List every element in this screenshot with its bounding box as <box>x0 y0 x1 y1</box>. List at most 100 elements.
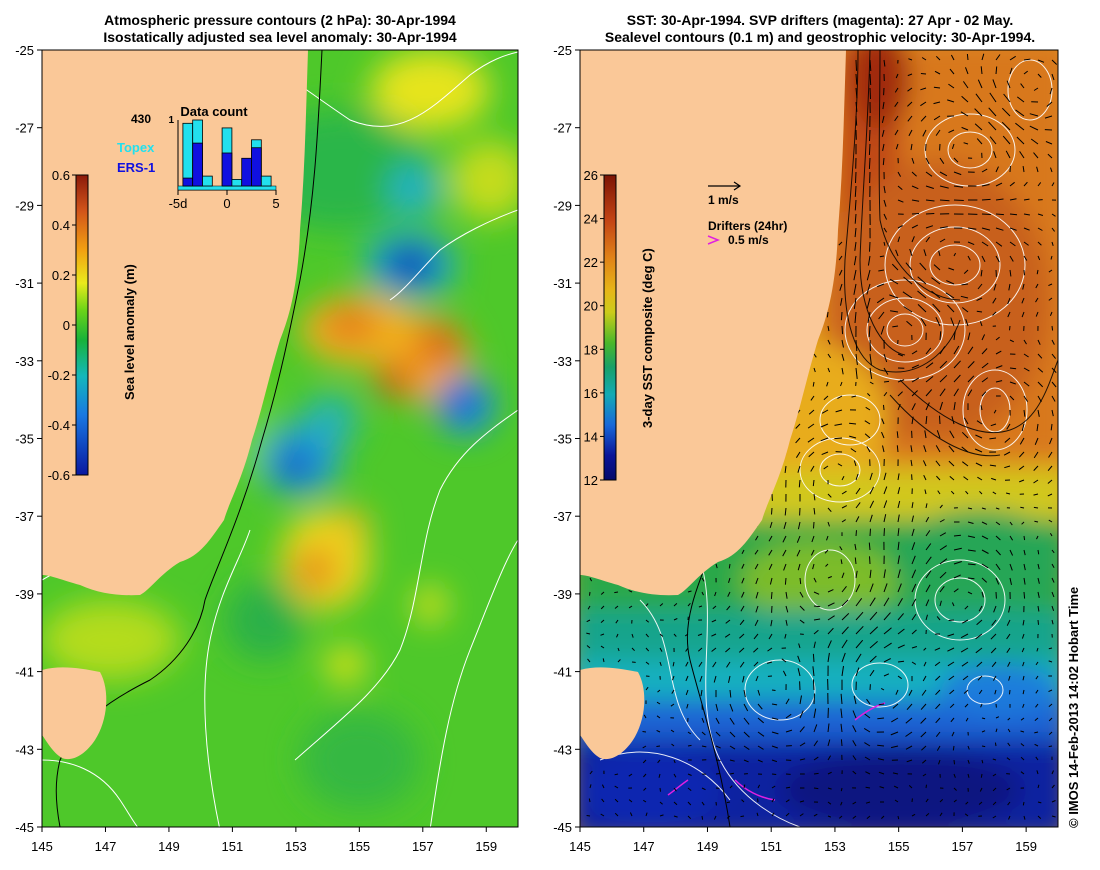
right-lat-label: -25 <box>553 43 572 58</box>
velocity-vector <box>925 530 931 537</box>
velocity-vector <box>600 619 605 623</box>
velocity-vector <box>854 213 857 224</box>
velocity-vector <box>911 185 919 190</box>
velocity-vector <box>953 374 961 383</box>
velocity-vector <box>1048 660 1053 663</box>
velocity-vector <box>974 123 983 131</box>
geostrophic-velocity-vectors <box>586 53 1058 820</box>
velocity-vector <box>925 784 927 789</box>
velocity-vector <box>807 423 815 429</box>
velocity-vector <box>1021 423 1025 432</box>
velocity-vector <box>1009 227 1017 231</box>
velocity-vector <box>827 627 834 635</box>
left-map-axes: -25 -27 -29 -31 -33 -35 -37 -39 -41 -43 -45 145 147 1… <box>15 43 497 854</box>
velocity-vector <box>897 225 903 229</box>
velocity-vector <box>949 476 955 481</box>
velocity-vector <box>905 731 913 737</box>
velocity-vector <box>883 597 890 607</box>
velocity-vector <box>768 549 773 556</box>
velocity-vector <box>670 703 675 707</box>
velocity-vector <box>925 389 933 397</box>
velocity-vector <box>935 316 941 327</box>
velocity-vector <box>963 142 969 145</box>
velocity-vector <box>1020 717 1025 721</box>
velocity-vector <box>1023 339 1027 345</box>
left-lat-label: -45 <box>15 820 34 835</box>
velocity-vector <box>784 507 787 516</box>
velocity-vector <box>1048 297 1053 301</box>
velocity-vector <box>868 325 871 338</box>
velocity-vector <box>827 771 832 775</box>
velocity-vector <box>1020 771 1025 775</box>
velocity-vector <box>975 633 983 640</box>
velocity-vector <box>771 731 779 735</box>
velocity-vector <box>960 633 969 639</box>
velocity-vector <box>923 445 927 453</box>
right-lat-label: -41 <box>553 665 572 680</box>
velocity-vector <box>992 311 997 316</box>
velocity-vector <box>897 391 903 397</box>
velocity-vector <box>1050 423 1053 431</box>
velocity-vector <box>614 812 619 817</box>
left-lon-label: 153 <box>285 839 307 854</box>
velocity-vector <box>754 549 759 555</box>
velocity-vector <box>1037 784 1040 789</box>
velocity-vector <box>1036 535 1039 540</box>
velocity-vector <box>894 115 899 122</box>
velocity-vector <box>1007 742 1011 747</box>
velocity-vector <box>1051 73 1055 81</box>
velocity-vector <box>869 87 871 100</box>
velocity-vector <box>866 269 871 281</box>
velocity-vector <box>925 584 931 593</box>
velocity-vector <box>659 647 663 652</box>
velocity-vector <box>827 615 835 621</box>
right-lon-label: 151 <box>760 839 782 854</box>
right-title-line1: SST: 30-Apr-1994. SVP drifters (magenta)… <box>626 12 1014 28</box>
velocity-vector <box>852 755 857 761</box>
velocity-vector <box>841 572 845 579</box>
velocity-vector <box>586 619 591 623</box>
velocity-vector <box>686 703 689 709</box>
velocity-vector <box>1023 367 1030 372</box>
velocity-vector <box>867 393 871 397</box>
velocity-vector <box>813 591 820 595</box>
velocity-vector <box>1051 563 1055 569</box>
velocity-vector <box>992 675 997 681</box>
velocity-vector <box>1020 730 1025 733</box>
velocity-vector <box>967 361 975 369</box>
velocity-vector <box>628 605 633 609</box>
velocity-vector <box>897 473 900 481</box>
velocity-vector <box>925 402 930 411</box>
velocity-vector <box>767 647 773 652</box>
velocity-vector <box>820 423 829 428</box>
velocity-vector <box>1051 605 1055 611</box>
velocity-vector <box>933 86 941 89</box>
velocity-vector <box>1022 703 1025 708</box>
velocity-vector <box>1033 479 1039 484</box>
velocity-vector <box>925 236 931 243</box>
velocity-vector <box>826 381 829 387</box>
velocity-vector <box>587 658 591 663</box>
velocity-vector <box>953 388 959 397</box>
velocity-vector <box>891 263 899 271</box>
velocity-vector <box>911 377 920 383</box>
velocity-vector <box>907 115 913 122</box>
velocity-vector <box>741 549 745 555</box>
velocity-vector <box>920 717 927 724</box>
velocity-vector <box>799 619 805 624</box>
velocity-vector <box>1051 770 1054 775</box>
velocity-vector <box>946 280 955 285</box>
velocity-vector <box>1047 153 1053 159</box>
velocity-vector <box>937 490 941 495</box>
velocity-vector <box>849 435 857 439</box>
velocity-vector <box>993 605 997 613</box>
velocity-vector <box>936 616 941 621</box>
velocity-vector <box>656 745 661 747</box>
velocity-vector <box>852 801 857 805</box>
velocity-vector <box>643 799 647 803</box>
velocity-vector <box>1023 591 1026 599</box>
velocity-vector <box>939 600 942 607</box>
velocity-vector <box>841 652 846 663</box>
velocity-vector <box>757 798 759 803</box>
legend-ers1: ERS-1 <box>117 160 155 175</box>
